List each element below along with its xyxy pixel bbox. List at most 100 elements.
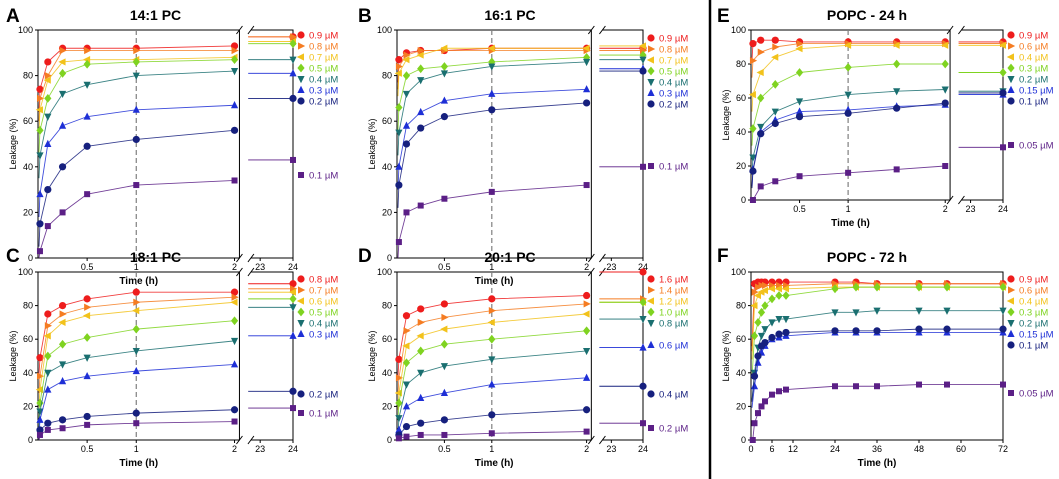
y-tick-label: 60: [736, 334, 746, 344]
data-point: [58, 58, 66, 66]
data-point: [440, 44, 448, 52]
data-point: [395, 56, 403, 64]
data-point: [417, 124, 425, 132]
x-axis-label: Time (h): [119, 458, 158, 469]
data-point: [402, 402, 411, 410]
data-point: [58, 68, 67, 78]
y-axis-label: Leakage (%): [721, 330, 731, 381]
legend-marker: [297, 85, 305, 93]
x-tick-label: 0.5: [793, 204, 806, 214]
data-point: [417, 202, 424, 209]
legend-label: 0.4 µM: [309, 75, 338, 86]
legend-label: 0.6 µM: [309, 297, 338, 308]
legend-label: 1.2 µM: [659, 297, 688, 308]
legend-label: 0.5 µM: [309, 64, 338, 75]
data-point: [775, 316, 783, 324]
data-point: [417, 64, 425, 74]
data-point: [795, 45, 803, 53]
data-point: [44, 223, 51, 230]
data-point: [82, 312, 91, 320]
data-point: [133, 420, 140, 427]
late-data-point: [640, 163, 646, 170]
y-axis-label: Leakage (%): [8, 118, 18, 169]
legend-label: 0.4 µM: [659, 78, 688, 89]
data-point: [59, 310, 67, 318]
y-tick-label: 0: [28, 253, 33, 263]
legend-marker: [298, 172, 304, 178]
late-data-point: [290, 156, 296, 163]
data-point: [230, 126, 239, 134]
legend-label: 0.2 µM: [1019, 75, 1048, 86]
late-data-point: [999, 89, 1007, 97]
data-point: [36, 220, 44, 228]
data-point: [775, 291, 783, 300]
x-tick-label: 0.5: [81, 444, 94, 454]
data-point: [782, 328, 790, 337]
data-point: [230, 101, 239, 109]
data-point: [84, 303, 92, 311]
data-point: [488, 106, 496, 114]
legend-marker: [647, 100, 655, 108]
data-point: [403, 51, 411, 59]
legend-label: 0.3 µM: [309, 86, 338, 97]
y-tick-label: 100: [731, 267, 746, 277]
legend-label: 0.9 µM: [1019, 31, 1048, 42]
data-point: [58, 361, 67, 369]
data-point: [231, 46, 239, 55]
x-tick-label: 2: [584, 262, 589, 272]
series-4: 0.4 µM: [395, 56, 688, 156]
data-point: [582, 44, 590, 52]
legend-label: 0.8 µM: [659, 45, 688, 56]
data-point: [795, 98, 804, 106]
legend-marker: [647, 390, 655, 398]
series-2: 0.7 µM: [394, 42, 688, 97]
series-7: 0.05 µM: [749, 381, 1054, 443]
legend-label: 0.6 µM: [659, 341, 688, 352]
data-point: [852, 309, 860, 317]
data-point: [417, 419, 425, 427]
data-point: [44, 322, 53, 330]
data-point: [416, 51, 424, 59]
x-tick-label: 1: [489, 262, 494, 272]
data-point: [395, 435, 402, 442]
data-point: [757, 307, 766, 317]
data-point: [796, 40, 804, 48]
late-data-point: [289, 304, 297, 312]
series-7: 0.2 µM: [395, 420, 688, 442]
fit-line: [751, 281, 1003, 347]
data-point: [403, 209, 410, 216]
data-point: [488, 411, 496, 419]
data-point: [749, 40, 757, 48]
y-tick-label: 40: [382, 368, 392, 378]
x-axis-label: Time (h): [119, 276, 158, 287]
axis-break-mark: [247, 267, 255, 277]
y-tick-label: 80: [23, 71, 33, 81]
data-point: [44, 351, 52, 361]
data-point: [36, 426, 44, 434]
data-point: [757, 36, 765, 44]
data-point: [36, 372, 45, 380]
data-point: [755, 410, 761, 417]
series-3: 0.5 µM: [395, 50, 688, 131]
y-tick-label: 60: [23, 116, 33, 126]
panel-title: 14:1 PC: [130, 7, 181, 23]
late-data-point: [999, 68, 1007, 77]
data-point: [36, 152, 44, 160]
legend-label: 0.1 µM: [1019, 341, 1048, 352]
data-point: [767, 285, 775, 293]
x-tick-label: 0: [748, 444, 753, 454]
x-tick-label: 24: [638, 262, 648, 272]
data-point: [488, 430, 495, 437]
y-tick-label: 20: [23, 207, 33, 217]
x-tick-label: 48: [914, 444, 924, 454]
data-point: [416, 332, 424, 340]
data-point: [395, 62, 404, 71]
legend-label: 1.4 µM: [659, 286, 688, 297]
data-point: [43, 76, 51, 84]
data-point: [750, 372, 759, 380]
panel-letter: B: [358, 6, 372, 27]
data-point: [749, 124, 757, 133]
data-point: [440, 325, 448, 333]
x-axis-label: Time (h): [475, 276, 514, 287]
